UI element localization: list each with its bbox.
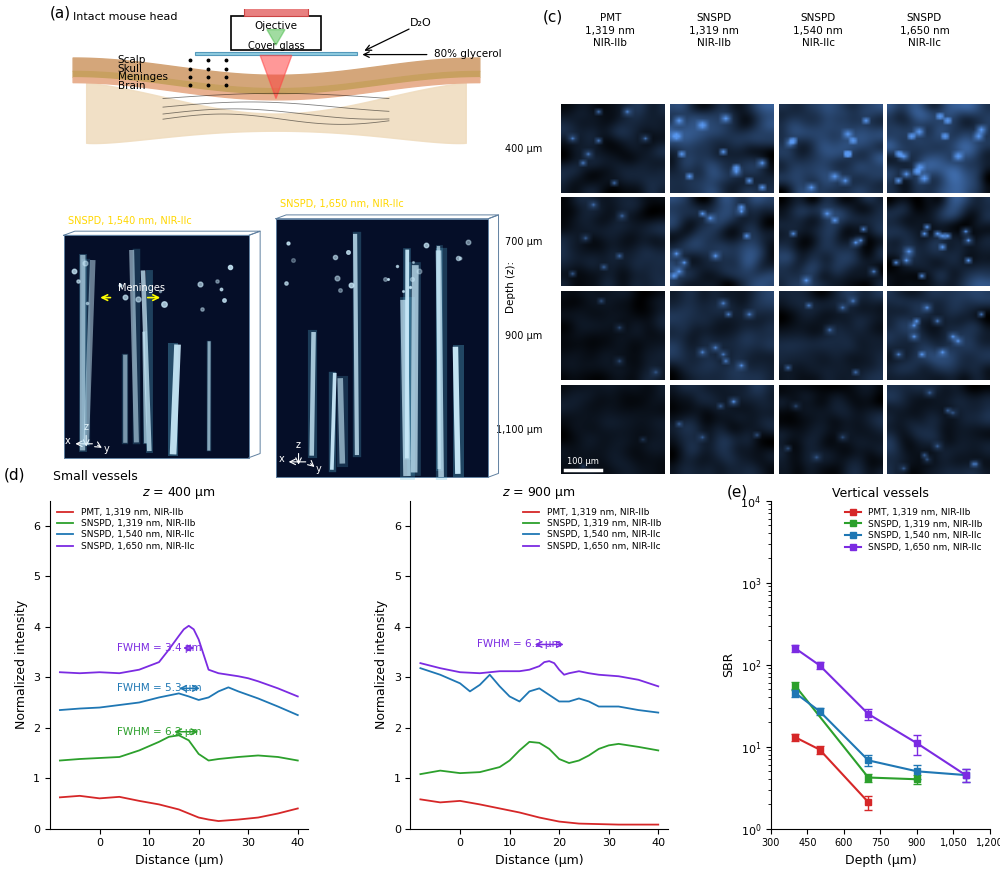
Text: FWHM = 6.2 μm: FWHM = 6.2 μm [477,640,562,650]
Text: D₂O: D₂O [410,18,431,28]
Text: SNSPD
1,319 nm
NIR-IIb: SNSPD 1,319 nm NIR-IIb [689,13,739,48]
FancyBboxPatch shape [244,7,308,16]
Polygon shape [260,55,292,99]
Y-axis label: Normalized intensity: Normalized intensity [15,600,28,729]
FancyBboxPatch shape [276,218,488,478]
Title: Vertical vessels: Vertical vessels [832,486,929,500]
FancyBboxPatch shape [561,386,664,474]
FancyBboxPatch shape [561,199,664,286]
X-axis label: Depth (μm): Depth (μm) [845,854,916,867]
Title: $z$ = 400 μm: $z$ = 400 μm [142,485,216,501]
Text: (a): (a) [50,5,71,20]
Text: SNSPD, 1,650 nm, NIR-IIc: SNSPD, 1,650 nm, NIR-IIc [280,199,404,208]
Text: Meninges: Meninges [118,283,165,293]
FancyBboxPatch shape [887,104,990,192]
Text: 400 μm: 400 μm [505,143,543,153]
Text: z: z [296,440,301,450]
Text: 700 μm: 700 μm [505,237,543,248]
Text: y: y [316,464,322,474]
Polygon shape [267,29,285,45]
Text: (d): (d) [4,468,25,483]
Text: (b): (b) [59,205,81,220]
Text: Cover glass: Cover glass [248,41,304,51]
Legend: PMT, 1,319 nm, NIR-IIb, SNSPD, 1,319 nm, NIR-IIb, SNSPD, 1,540 nm, NIR-IIc, SNSP: PMT, 1,319 nm, NIR-IIb, SNSPD, 1,319 nm,… [842,505,985,555]
FancyBboxPatch shape [670,386,773,474]
FancyBboxPatch shape [670,292,773,380]
FancyBboxPatch shape [778,104,882,192]
Text: Small vessels: Small vessels [53,470,137,483]
FancyBboxPatch shape [64,235,249,458]
Text: FWHM = 3.4 μm: FWHM = 3.4 μm [117,643,202,653]
Text: SNSPD
1,650 nm
NIR-IIc: SNSPD 1,650 nm NIR-IIc [900,13,949,48]
Text: 900 μm: 900 μm [505,331,543,341]
Legend: PMT, 1,319 nm, NIR-IIb, SNSPD, 1,319 nm, NIR-IIb, SNSPD, 1,540 nm, NIR-IIc, SNSP: PMT, 1,319 nm, NIR-IIb, SNSPD, 1,319 nm,… [520,505,664,553]
Text: 80% glycerol: 80% glycerol [434,49,502,59]
Text: (e): (e) [727,485,748,499]
Text: Skull: Skull [38,268,61,278]
Text: Scalp: Scalp [118,54,146,65]
Y-axis label: SBR: SBR [722,652,735,677]
FancyBboxPatch shape [778,199,882,286]
Text: z: z [84,421,89,432]
Text: Brain: Brain [36,375,61,385]
FancyBboxPatch shape [195,52,357,55]
Title: $z$ = 900 μm: $z$ = 900 μm [502,485,576,501]
FancyBboxPatch shape [561,292,664,380]
Text: FWHM = 5.3 μm: FWHM = 5.3 μm [117,683,202,693]
Text: PMT
1,319 nm
NIR-IIb: PMT 1,319 nm NIR-IIb [585,13,635,48]
FancyBboxPatch shape [231,16,321,50]
Text: y: y [104,444,109,454]
FancyBboxPatch shape [670,104,773,192]
Text: Meninges: Meninges [118,72,168,82]
FancyBboxPatch shape [887,386,990,474]
Text: Brain: Brain [118,81,145,92]
Legend: PMT, 1,319 nm, NIR-IIb, SNSPD, 1,319 nm, NIR-IIb, SNSPD, 1,540 nm, NIR-IIc, SNSP: PMT, 1,319 nm, NIR-IIb, SNSPD, 1,319 nm,… [55,505,198,553]
Text: FWHM = 6.2 μm: FWHM = 6.2 μm [117,727,202,737]
Text: Ojective: Ojective [254,21,297,31]
Text: 100 μm: 100 μm [567,456,599,466]
FancyBboxPatch shape [561,104,664,192]
Text: Intact mouse head: Intact mouse head [73,12,177,22]
FancyBboxPatch shape [778,386,882,474]
Text: SNSPD
1,540 nm
NIR-IIc: SNSPD 1,540 nm NIR-IIc [793,13,843,48]
Text: 1,100 μm: 1,100 μm [496,425,543,435]
Text: x: x [279,454,284,464]
FancyBboxPatch shape [778,292,882,380]
Text: x: x [65,436,71,446]
Y-axis label: Normalized intensity: Normalized intensity [375,600,388,729]
X-axis label: Distance (μm): Distance (μm) [135,854,223,867]
Text: SNSPD, 1,540 nm, NIR-IIc: SNSPD, 1,540 nm, NIR-IIc [68,216,192,225]
Text: 500 × 528 × 1,135 μm³: 500 × 528 × 1,135 μm³ [324,481,440,491]
Text: Skull: Skull [118,64,143,74]
Text: Depth (z):: Depth (z): [506,261,516,313]
FancyBboxPatch shape [887,199,990,286]
Text: 550 × 550 × 810 μm³: 550 × 550 × 810 μm³ [103,461,210,470]
X-axis label: Distance (μm): Distance (μm) [495,854,584,867]
FancyBboxPatch shape [670,199,773,286]
Text: (c): (c) [543,10,563,25]
Text: Scalp: Scalp [35,250,61,260]
FancyBboxPatch shape [887,292,990,380]
